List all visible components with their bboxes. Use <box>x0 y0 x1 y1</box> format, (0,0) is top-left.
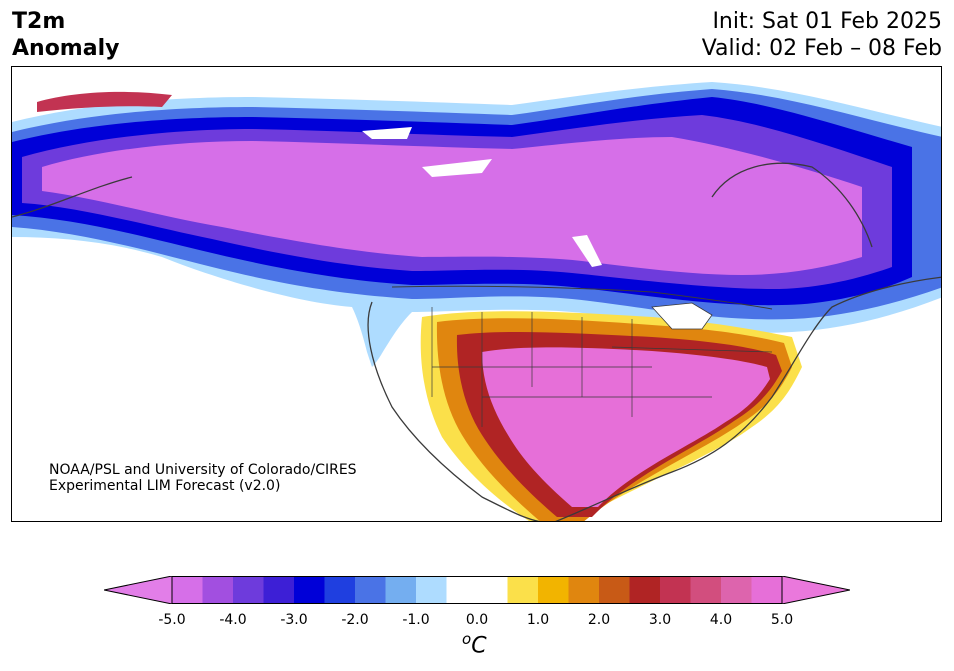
map-credit: NOAA/PSL and University of Colorado/CIRE… <box>49 462 357 494</box>
colorbar-segment <box>751 576 783 604</box>
colorbar-unit: oC <box>462 630 487 658</box>
unit-degree: o <box>462 630 472 648</box>
colorbar-extend-low <box>104 576 173 604</box>
colorbar-segment <box>507 576 539 604</box>
colorbar-tick-label: 4.0 <box>709 612 733 628</box>
lake-winnipeg <box>572 235 602 267</box>
colorbar-segment <box>385 576 417 604</box>
colorbar-segment <box>660 576 691 604</box>
colorbar-tick-label: 2.0 <box>587 612 611 628</box>
colorbar-segment <box>172 576 203 604</box>
great-bear-lake <box>422 159 492 177</box>
colorbar-segment <box>599 576 630 604</box>
colorbar-segment <box>446 576 478 604</box>
colorbar-tick-label: 1.0 <box>526 612 550 628</box>
colorbar-segment <box>538 576 569 604</box>
state-borders <box>431 307 773 427</box>
colorbar-segment <box>477 576 508 604</box>
great-slave-lake <box>362 127 412 139</box>
colorbar <box>104 576 850 604</box>
colorbar-segment <box>355 576 386 604</box>
map-title: T2m Anomaly <box>12 8 119 62</box>
colorbar-segment <box>233 576 264 604</box>
colorbar-tick-label: -1.0 <box>402 612 430 628</box>
colorbar-tick-label: 5.0 <box>770 612 794 628</box>
colorbar-tick-label: -2.0 <box>341 612 369 628</box>
colorbar-frame <box>171 576 783 604</box>
warm-anomaly-max <box>482 347 770 507</box>
colorbar-ticks: -5.0 -4.0 -3.0 -2.0 -1.0 0.0 1.0 2.0 3.0 4.0 5.0 <box>0 612 954 632</box>
colorbar-tick-label: -5.0 <box>158 612 186 628</box>
great-lakes <box>651 302 713 330</box>
unit-letter: C <box>471 633 487 659</box>
colorbar-segment <box>721 576 752 604</box>
cold-anomaly-max <box>42 137 862 275</box>
colorbar-tick-label: 0.0 <box>465 612 489 628</box>
map-canvas <box>12 82 941 521</box>
colorbar-segment <box>629 576 661 604</box>
colorbar-segment <box>690 576 722 604</box>
colorbar-tick-label: -3.0 <box>280 612 308 628</box>
valid-range: Valid: 02 Feb – 08 Feb <box>701 36 942 61</box>
anomaly-map <box>11 66 942 522</box>
credit-line1: NOAA/PSL and University of Colorado/CIRE… <box>49 462 357 478</box>
colorbar-segment <box>568 576 600 604</box>
colorbar-tick-label: -4.0 <box>219 612 247 628</box>
us-canada-border <box>391 285 773 310</box>
colorbar-segment <box>324 576 356 604</box>
init-date: Init: Sat 01 Feb 2025 <box>712 9 942 34</box>
colorbar-segment <box>294 576 325 604</box>
credit-line2: Experimental LIM Forecast (v2.0) <box>49 478 281 494</box>
coastline <box>12 162 941 521</box>
colorbar-tick-label: 3.0 <box>648 612 672 628</box>
colorbar-extend-high <box>781 576 850 604</box>
title-field: Anomaly <box>12 36 120 61</box>
colorbar-segment <box>263 576 295 604</box>
colorbar-segment <box>416 576 447 604</box>
forecast-dates: Init: Sat 01 Feb 2025 Valid: 02 Feb – 08… <box>702 8 942 62</box>
colorbar-segment <box>202 576 234 604</box>
title-variable: T2m <box>12 9 66 34</box>
alaska-warm-spot <box>37 91 172 112</box>
